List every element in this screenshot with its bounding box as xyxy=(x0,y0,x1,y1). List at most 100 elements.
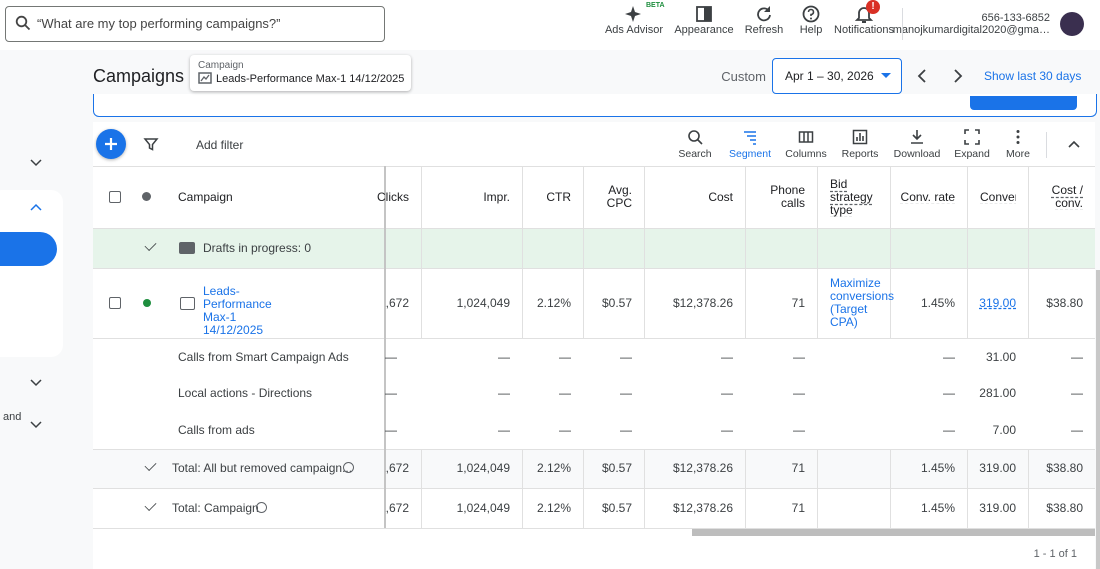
column-header[interactable]: Campaign xyxy=(178,190,233,204)
add-filter[interactable]: Add filter xyxy=(196,138,244,152)
header-checkbox[interactable] xyxy=(109,191,121,203)
segment-cell: — xyxy=(1071,386,1083,400)
tool-button[interactable]: Segment xyxy=(728,148,772,160)
tool-button[interactable]: Expand xyxy=(954,148,990,160)
refresh-icon xyxy=(757,6,771,22)
segment-cell: — xyxy=(559,386,571,400)
segment-cell: — xyxy=(721,423,733,437)
sidebar-card xyxy=(0,190,63,357)
date-picker[interactable] xyxy=(772,58,902,94)
row-line xyxy=(93,449,1095,450)
vertical-scrollbar[interactable] xyxy=(1096,270,1100,569)
segment-cell: — xyxy=(1071,423,1083,437)
search-icon xyxy=(15,15,31,31)
nav-item[interactable]: Notifications xyxy=(834,24,894,36)
conversions-link[interactable]: 319.00 xyxy=(979,296,1016,310)
column-line xyxy=(421,449,422,528)
tool-button[interactable]: Columns xyxy=(785,148,827,160)
column-header[interactable]: Cost / conv. xyxy=(1051,184,1083,210)
filter-icon[interactable] xyxy=(143,136,159,152)
total-cell: 2.12% xyxy=(536,461,571,475)
segment-cell: — xyxy=(721,386,733,400)
chevron[interactable] xyxy=(30,421,42,429)
row-line xyxy=(93,166,1095,167)
column-header[interactable]: Conversions xyxy=(980,190,1016,204)
column-header[interactable]: Cost xyxy=(708,190,733,204)
segment-cell: — xyxy=(943,350,955,364)
column-line xyxy=(644,449,645,528)
column-header[interactable]: CTR xyxy=(546,190,571,204)
drafts-label: Drafts in progress: 0 xyxy=(203,241,312,255)
show-last-link[interactable]: Show last 30 days xyxy=(984,69,1082,83)
date-mode: Custom xyxy=(721,69,766,84)
metric-cell[interactable]: Maximize conversions (Target CPA) xyxy=(830,276,895,329)
column-header[interactable]: Avg. CPC xyxy=(606,184,632,210)
icon-part xyxy=(105,138,117,150)
column-line xyxy=(745,166,746,339)
chevron[interactable] xyxy=(30,379,42,387)
segment-label: Calls from ads xyxy=(178,423,255,437)
chevron[interactable] xyxy=(30,159,42,167)
next-arrow[interactable] xyxy=(954,69,963,83)
column-line xyxy=(522,166,523,339)
total-cell: $0.57 xyxy=(601,461,632,475)
total-cell: 1.45% xyxy=(920,461,955,475)
column-line xyxy=(745,449,746,528)
metric-cell: $0.57 xyxy=(601,296,632,310)
segment-cell: — xyxy=(1071,350,1083,364)
account-id: 656-133-6852 xyxy=(981,12,1050,24)
column-line xyxy=(1028,449,1029,528)
column-header[interactable]: Bid strategy type xyxy=(830,178,873,217)
segment-cell: — xyxy=(385,424,397,437)
column-header[interactable]: Clicks xyxy=(377,190,409,204)
icon-part xyxy=(143,138,159,151)
icon-part xyxy=(802,5,820,23)
horizontal-scrollbar[interactable] xyxy=(692,529,1095,536)
row-line xyxy=(93,488,1095,489)
breadcrumb-card[interactable] xyxy=(190,55,411,91)
column-header[interactable]: Impr. xyxy=(483,190,510,204)
avatar[interactable] xyxy=(1060,12,1084,36)
column-header[interactable]: Conv. rate xyxy=(900,190,955,204)
total-cell: 1,672 xyxy=(385,462,409,475)
segment-cell: — xyxy=(793,386,805,400)
segment-cell: — xyxy=(721,350,733,364)
metric-cell: $12,378.26 xyxy=(672,296,733,310)
column-line xyxy=(583,166,584,339)
status-dot xyxy=(143,299,151,307)
tool-button[interactable]: Reports xyxy=(841,148,879,160)
breadcrumb-label: Campaign xyxy=(198,60,244,71)
banner-button[interactable] xyxy=(970,96,1077,110)
segment-label: Calls from Smart Campaign Ads xyxy=(178,350,349,364)
chevron[interactable] xyxy=(30,203,42,211)
nav-item[interactable]: Appearance xyxy=(674,24,734,36)
column-line xyxy=(644,166,645,339)
segment-cell: — xyxy=(498,386,510,400)
table-panel xyxy=(93,122,1095,569)
total-cell: 319.00 xyxy=(979,501,1016,515)
nav-item[interactable]: Help xyxy=(799,24,823,36)
icon-part xyxy=(862,21,866,23)
column-header[interactable]: Phone calls xyxy=(770,184,805,210)
icon-part xyxy=(200,74,210,82)
nav-item[interactable]: Ads Advisor xyxy=(604,24,664,36)
column-line xyxy=(890,449,891,528)
sidebar-selected[interactable] xyxy=(0,232,57,266)
row-line xyxy=(93,228,1095,229)
nav-item[interactable]: Refresh xyxy=(744,24,784,36)
divider xyxy=(1046,132,1047,158)
tool-button[interactable]: Download xyxy=(893,148,941,160)
row-checkbox[interactable] xyxy=(109,297,121,309)
prev-arrow[interactable] xyxy=(917,69,926,83)
campaign-name[interactable]: Leads-Performance Max-1 14/12/2025 xyxy=(203,284,272,337)
tool-button[interactable]: More xyxy=(1006,148,1030,160)
segment-cell: 31.00 xyxy=(985,350,1016,364)
tool-button[interactable]: Search xyxy=(678,148,712,160)
icon-part xyxy=(807,8,815,16)
help-icon[interactable] xyxy=(343,462,354,473)
help-icon[interactable] xyxy=(256,502,267,513)
search-box[interactable] xyxy=(5,6,385,42)
collapse-toolbar[interactable] xyxy=(1066,138,1082,150)
segment-cell: 281.00 xyxy=(979,386,1016,400)
search-placeholder: “What are my top performing campaigns?” xyxy=(37,16,281,31)
